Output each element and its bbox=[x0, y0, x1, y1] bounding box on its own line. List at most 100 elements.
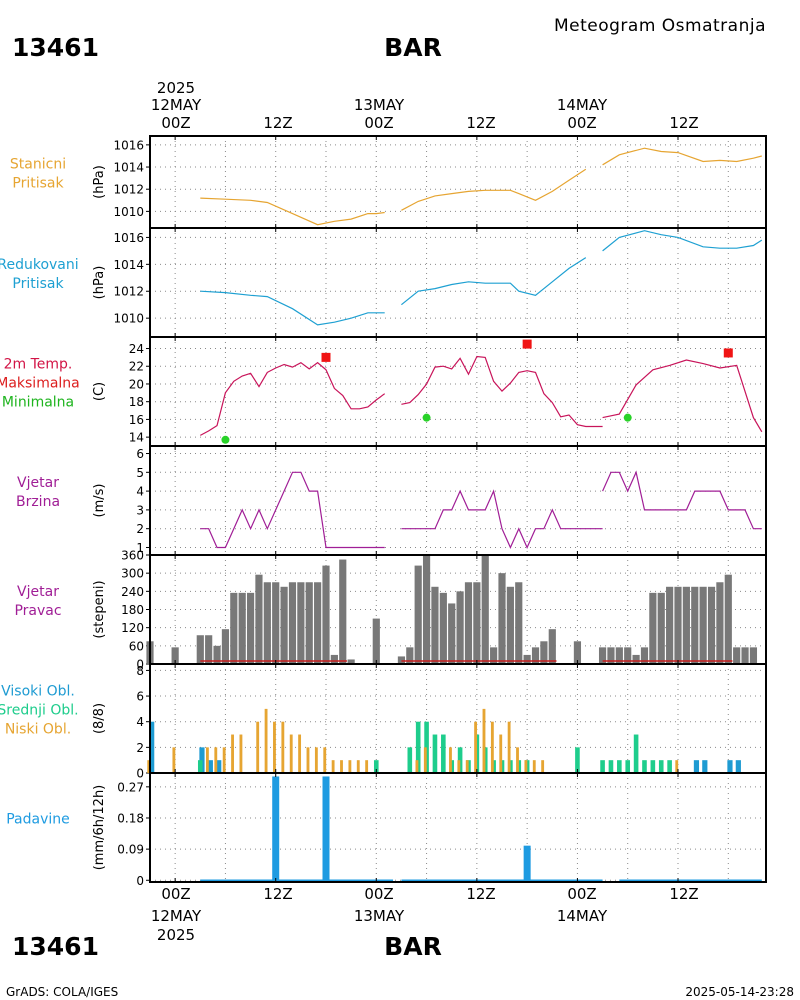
max-temp-marker bbox=[321, 352, 331, 362]
wind-direction-bar bbox=[657, 592, 665, 664]
day-label-top-1: 12MAY bbox=[151, 96, 202, 114]
y-tick-label: 8 bbox=[136, 664, 144, 678]
low-cloud-bar bbox=[465, 760, 469, 773]
low-cloud-bar bbox=[532, 760, 536, 773]
high-cloud-bar bbox=[207, 760, 213, 773]
wind-direction-panel: Vjetar Pravac (stepeni) 0 60 120 180 240 300 360 bbox=[14, 549, 767, 672]
y-tick-label: 2 bbox=[136, 741, 144, 755]
y-tick-label: 24 bbox=[129, 342, 144, 356]
low-cloud-bar bbox=[516, 747, 519, 773]
wind-direction-bar bbox=[640, 647, 649, 664]
wind-direction-label-1: Vjetar bbox=[17, 584, 59, 600]
hour-label-top-3: 00Z bbox=[364, 114, 393, 132]
max-temp-marker bbox=[522, 339, 532, 349]
mid-cloud-bar bbox=[600, 760, 605, 773]
wind-direction-bar bbox=[540, 641, 548, 664]
wind-speed-label-1: Vjetar bbox=[17, 475, 59, 491]
y-tick-label: 14 bbox=[129, 431, 144, 445]
low-cloud-bar bbox=[340, 760, 343, 773]
wind-direction-bar bbox=[255, 574, 263, 664]
low-cloud-bar bbox=[281, 721, 285, 773]
day-label-bottom-1: 12MAY bbox=[151, 907, 202, 925]
wind-direction-bar bbox=[523, 654, 531, 664]
low-cloud-bar bbox=[306, 747, 310, 773]
min-temp-marker bbox=[422, 413, 431, 422]
wind-direction-bar bbox=[221, 629, 230, 664]
wind-direction-bar bbox=[498, 573, 506, 664]
low-cloud-bar bbox=[423, 747, 427, 773]
mid-cloud-bar bbox=[658, 760, 664, 773]
mid-cloud-bar bbox=[608, 760, 614, 773]
wind-direction-bar bbox=[716, 582, 724, 664]
day-label-bottom-3: 14MAY bbox=[557, 907, 608, 925]
low-cloud-bar bbox=[298, 734, 302, 773]
precipitation-bar bbox=[272, 776, 280, 881]
high-cloud-bar bbox=[149, 721, 155, 773]
wind-direction-bar bbox=[548, 629, 556, 664]
wind-direction-bar bbox=[305, 582, 313, 664]
clouds-label-1: Visoki Obl. bbox=[1, 684, 75, 700]
temperature-label-1: 2m Temp. bbox=[4, 357, 73, 373]
low-cloud-bar bbox=[541, 760, 545, 773]
y-tick-label: 240 bbox=[121, 585, 144, 599]
station-pressure-line-segment-3 bbox=[602, 147, 762, 166]
wind-direction-bar bbox=[297, 582, 305, 664]
low-cloud-bar bbox=[524, 760, 528, 773]
footer-station-name: BAR bbox=[384, 932, 442, 961]
wind-direction-bar bbox=[213, 645, 221, 664]
station-pressure-panel: Stanicni Pritisak (hPa) 1010 1012 1014 1016 bbox=[10, 135, 767, 229]
low-cloud-bar bbox=[222, 747, 226, 773]
temperature-panel: 2m Temp. Maksimalna Minimalna (C) 14 16 18 20 22… bbox=[0, 336, 767, 447]
mid-cloud-bar bbox=[667, 760, 672, 773]
station-pressure-label-1: Stanicni bbox=[10, 157, 66, 173]
low-cloud-bar bbox=[356, 760, 360, 773]
high-cloud-bar bbox=[735, 760, 741, 773]
hour-label-bottom-5: 00Z bbox=[567, 885, 596, 903]
clouds-label-2: Srednji Obl. bbox=[0, 703, 79, 719]
wind-direction-bar bbox=[431, 586, 439, 664]
footer: 13461 BAR GrADS: COLA/IGES 2025-05-14-23… bbox=[6, 932, 794, 999]
low-cloud-bar bbox=[205, 747, 209, 773]
wind-direction-bar bbox=[439, 592, 447, 664]
footer-station-id: 13461 bbox=[12, 932, 99, 961]
wind-speed-panel: Vjetar Brzina (m/s) 1 2 3 4 5 6 bbox=[16, 445, 767, 556]
wind-direction-bar bbox=[448, 603, 456, 664]
wind-direction-bar bbox=[598, 647, 607, 664]
low-cloud-bar bbox=[457, 760, 461, 773]
wind-speed-frame bbox=[149, 445, 767, 556]
y-tick-label: 300 bbox=[121, 567, 144, 581]
day-label-top-3: 14MAY bbox=[557, 96, 608, 114]
wind-direction-bar bbox=[397, 656, 406, 664]
mid-cloud-bar bbox=[407, 747, 413, 773]
wind-direction-bar bbox=[481, 555, 489, 664]
wind-direction-bar bbox=[406, 647, 414, 664]
y-tick-label: 1010 bbox=[113, 312, 144, 326]
wind-direction-bar bbox=[456, 591, 464, 664]
wind-direction-bar bbox=[515, 582, 523, 664]
year-label-top: 2025 bbox=[157, 79, 195, 97]
wind-direction-bar bbox=[246, 592, 255, 664]
low-cloud-bar bbox=[365, 760, 369, 773]
mid-cloud-bar bbox=[415, 721, 421, 773]
hour-label-top-1: 00Z bbox=[161, 114, 190, 132]
hour-label-bottom-3: 00Z bbox=[364, 885, 393, 903]
wind-direction-bar bbox=[741, 647, 749, 664]
precipitation-frame bbox=[149, 772, 767, 883]
wind-direction-bar bbox=[422, 555, 431, 664]
y-tick-label: 22 bbox=[129, 360, 144, 374]
precipitation-panel: Padavine (mm/6h/12h) 0 0.09 0.18 0.27 bbox=[6, 772, 767, 888]
wind-direction-bar bbox=[615, 647, 623, 664]
day-label-bottom-2: 13MAY bbox=[354, 907, 405, 925]
y-tick-label: 1 bbox=[136, 541, 144, 555]
wind-direction-bar bbox=[691, 586, 699, 664]
low-cloud-bar bbox=[239, 734, 243, 773]
y-tick-label: 0.09 bbox=[117, 843, 144, 857]
wind-direction-bar bbox=[666, 586, 674, 664]
reduced-pressure-panel: Redukovani Pritisak (hPa) 1010 1012 1014 1016 bbox=[0, 227, 767, 338]
high-cloud-bar bbox=[702, 760, 708, 773]
top-time-axis: 2025 12MAY 13MAY 14MAY 00Z 12Z 00Z 12Z 0… bbox=[151, 79, 699, 132]
wind-direction-bar bbox=[288, 582, 297, 664]
low-cloud-bar bbox=[264, 708, 268, 773]
wind-direction-bar bbox=[573, 641, 582, 664]
